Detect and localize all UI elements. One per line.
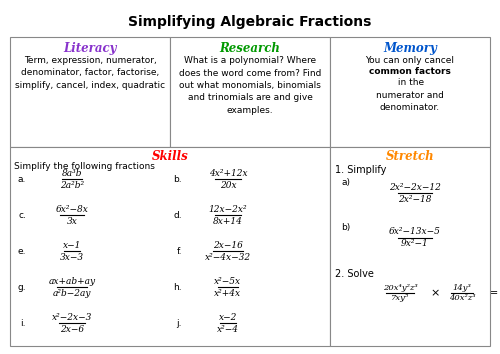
Text: x−2: x−2 bbox=[219, 313, 237, 321]
Text: x−1: x−1 bbox=[63, 240, 81, 250]
Text: Simplifying Algebraic Fractions: Simplifying Algebraic Fractions bbox=[128, 15, 372, 29]
Text: x²−5x: x²−5x bbox=[214, 276, 242, 285]
Text: 2x²−18: 2x²−18 bbox=[398, 194, 432, 204]
Text: Simplify the following fractions: Simplify the following fractions bbox=[14, 162, 155, 171]
Bar bbox=[10, 147, 330, 346]
Text: 2x−6: 2x−6 bbox=[60, 325, 84, 333]
Text: ×: × bbox=[430, 288, 440, 298]
Text: common factors: common factors bbox=[369, 67, 451, 76]
Text: g.: g. bbox=[18, 282, 26, 291]
Text: = 5: = 5 bbox=[490, 288, 500, 298]
Text: What is a polynomial? Where
does the word come from? Find
out what monomials, bi: What is a polynomial? Where does the wor… bbox=[179, 56, 321, 115]
Text: 2a²b²: 2a²b² bbox=[60, 181, 84, 189]
Text: h.: h. bbox=[174, 282, 182, 291]
Text: x²+4x: x²+4x bbox=[214, 289, 242, 297]
Text: b): b) bbox=[341, 223, 350, 232]
Text: j.: j. bbox=[176, 319, 182, 327]
Text: 2x²−2x−12: 2x²−2x−12 bbox=[389, 183, 441, 192]
Text: Literacy: Literacy bbox=[63, 42, 117, 55]
Text: 3x−3: 3x−3 bbox=[60, 252, 84, 262]
Text: 14y³: 14y³ bbox=[452, 284, 471, 291]
Text: 8a³b: 8a³b bbox=[62, 169, 82, 177]
Bar bbox=[330, 147, 490, 346]
Text: x²−4: x²−4 bbox=[217, 325, 239, 333]
Text: 12x−2x²: 12x−2x² bbox=[208, 205, 248, 213]
Text: 20x: 20x bbox=[220, 181, 236, 189]
Text: a.: a. bbox=[18, 175, 26, 183]
Text: Research: Research bbox=[220, 42, 280, 55]
Bar bbox=[10, 37, 170, 147]
Text: 2. Solve: 2. Solve bbox=[335, 269, 374, 279]
Text: e.: e. bbox=[18, 246, 26, 256]
Text: ax+ab+ay: ax+ab+ay bbox=[48, 276, 96, 285]
Text: 20x⁴y²z³: 20x⁴y²z³ bbox=[382, 284, 418, 291]
Text: 7xy⁵: 7xy⁵ bbox=[391, 295, 409, 303]
Text: 40x²z³: 40x²z³ bbox=[448, 295, 475, 303]
Text: 6x²−8x: 6x²−8x bbox=[56, 205, 88, 213]
Text: 6x²−13x−5: 6x²−13x−5 bbox=[389, 228, 441, 236]
Text: 8x+14: 8x+14 bbox=[213, 217, 243, 225]
Bar bbox=[170, 37, 330, 147]
Text: d.: d. bbox=[174, 211, 182, 219]
Text: Term, expression, numerator,
denominator, factor, factorise,
simplify, cancel, i: Term, expression, numerator, denominator… bbox=[15, 56, 165, 90]
Text: 2x−16: 2x−16 bbox=[213, 240, 243, 250]
Text: 4x²+12x: 4x²+12x bbox=[208, 169, 248, 177]
Text: 3x: 3x bbox=[66, 217, 78, 225]
Text: 1. Simplify: 1. Simplify bbox=[335, 165, 386, 175]
Text: x²−2x−3: x²−2x−3 bbox=[52, 313, 92, 321]
Text: in the
numerator and
denominator.: in the numerator and denominator. bbox=[376, 78, 444, 112]
Text: Memory: Memory bbox=[383, 42, 437, 55]
Text: a): a) bbox=[341, 178, 350, 187]
Text: i.: i. bbox=[20, 319, 26, 327]
Text: 9x²−1: 9x²−1 bbox=[401, 240, 429, 249]
Bar bbox=[330, 37, 490, 147]
Text: x²−4x−32: x²−4x−32 bbox=[205, 252, 251, 262]
Text: Stretch: Stretch bbox=[386, 150, 434, 163]
Text: You can only cancel: You can only cancel bbox=[366, 56, 454, 65]
Text: f.: f. bbox=[176, 246, 182, 256]
Text: Skills: Skills bbox=[152, 150, 188, 163]
Text: c.: c. bbox=[18, 211, 26, 219]
Text: a²b−2ay: a²b−2ay bbox=[53, 289, 91, 297]
Text: b.: b. bbox=[174, 175, 182, 183]
